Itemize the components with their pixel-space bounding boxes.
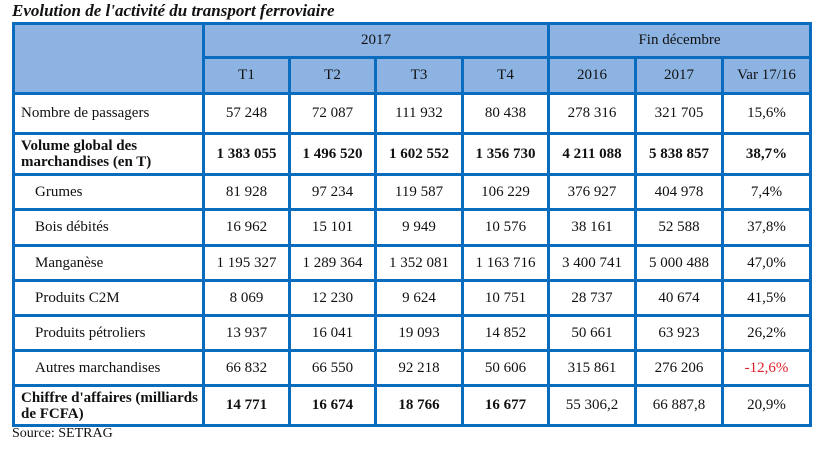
header-var: Var 17/16 [721, 56, 812, 95]
cell-value: 9 624 [374, 279, 464, 317]
cell-value: 16 962 [202, 208, 291, 247]
cell-value: 3 400 741 [547, 244, 637, 282]
row-label: Autres marchandises [12, 349, 205, 387]
cell-value: 97 234 [288, 173, 377, 211]
table-row: Manganèse 1 195 327 1 289 364 1 352 081 1 16… [12, 244, 812, 282]
cell-value: 15 101 [288, 208, 377, 247]
cell-value: 50 606 [461, 349, 550, 387]
table-row: Grumes 81 928 97 234 119 587 106 229 376 927 4… [12, 173, 812, 211]
cell-value: 50 661 [547, 314, 637, 352]
cell-value: 7,4% [721, 173, 812, 211]
cell-value: 72 087 [288, 92, 377, 135]
cell-value: 106 229 [461, 173, 550, 211]
row-label: Chiffre d'affaires (milliards de FCFA) [12, 384, 205, 427]
cell-value: 1 163 716 [461, 244, 550, 282]
cell-value: 1 496 520 [288, 132, 377, 176]
cell-value: 5 838 857 [634, 132, 724, 176]
cell-value: 111 932 [374, 92, 464, 135]
cell-value: 16 677 [461, 384, 550, 427]
row-label: Produits C2M [12, 279, 205, 317]
header-t3: T3 [374, 56, 464, 95]
cell-value: 9 949 [374, 208, 464, 247]
cell-value: 119 587 [374, 173, 464, 211]
cell-value: 66 832 [202, 349, 291, 387]
cell-value: 47,0% [721, 244, 812, 282]
cell-value: 12 230 [288, 279, 377, 317]
cell-value: 26,2% [721, 314, 812, 352]
cell-value: 41,5% [721, 279, 812, 317]
cell-value: 10 576 [461, 208, 550, 247]
table-row: Autres marchandises 66 832 66 550 92 218 50 … [12, 349, 812, 387]
cell-value: 1 195 327 [202, 244, 291, 282]
cell-value: 38,7% [721, 132, 812, 176]
cell-value: 14 852 [461, 314, 550, 352]
cell-value: 52 588 [634, 208, 724, 247]
header-group-fin-decembre: Fin décembre [547, 22, 812, 59]
cell-value: 376 927 [547, 173, 637, 211]
rail-activity-table: 2017 Fin décembre T1 T2 T3 T4 2016 2017 … [12, 22, 812, 427]
row-label: Volume global des marchandises (en T) [12, 132, 205, 176]
cell-value: 15,6% [721, 92, 812, 135]
table-row: Nombre de passagers 57 248 72 087 111 932 80… [12, 92, 812, 135]
cell-value: 28 737 [547, 279, 637, 317]
header-t1: T1 [202, 56, 291, 95]
table-row: Produits C2M 8 069 12 230 9 624 10 751 28 737… [12, 279, 812, 317]
row-label: Nombre de passagers [12, 92, 205, 135]
cell-value: 16 041 [288, 314, 377, 352]
cell-value: 57 248 [202, 92, 291, 135]
table-row: Volume global des marchandises (en T) 1 3… [12, 132, 812, 176]
header-2017: 2017 [634, 56, 724, 95]
cell-value: 92 218 [374, 349, 464, 387]
header-group-2017: 2017 [202, 22, 550, 59]
cell-value: 1 356 730 [461, 132, 550, 176]
cell-value: 4 211 088 [547, 132, 637, 176]
cell-value: 63 923 [634, 314, 724, 352]
cell-value: 321 705 [634, 92, 724, 135]
cell-value: 404 978 [634, 173, 724, 211]
source-note: Source: SETRAG [12, 426, 113, 441]
cell-value: 40 674 [634, 279, 724, 317]
header-t2: T2 [288, 56, 377, 95]
header-corner [12, 22, 205, 95]
cell-value: 14 771 [202, 384, 291, 427]
header-2016: 2016 [547, 56, 637, 95]
cell-value: 55 306,2 [547, 384, 637, 427]
cell-value: 276 206 [634, 349, 724, 387]
cell-value: 81 928 [202, 173, 291, 211]
row-label: Bois débités [12, 208, 205, 247]
table-row: Bois débités 16 962 15 101 9 949 10 576 38 16… [12, 208, 812, 247]
cell-value: 66 887,8 [634, 384, 724, 427]
cell-value: 1 289 364 [288, 244, 377, 282]
cell-value: 10 751 [461, 279, 550, 317]
cell-value: 1 602 552 [374, 132, 464, 176]
table-row: Produits pétroliers 13 937 16 041 19 093 14 … [12, 314, 812, 352]
cell-value: 37,8% [721, 208, 812, 247]
row-label: Manganèse [12, 244, 205, 282]
cell-value: 1 383 055 [202, 132, 291, 176]
row-label: Grumes [12, 173, 205, 211]
table-row: Chiffre d'affaires (milliards de FCFA) 14… [12, 384, 812, 427]
cell-value: 38 161 [547, 208, 637, 247]
cell-value: 80 438 [461, 92, 550, 135]
cell-value: 16 674 [288, 384, 377, 427]
cell-value: 13 937 [202, 314, 291, 352]
table-title: Evolution de l'activité du transport fer… [12, 1, 335, 20]
cell-value: 18 766 [374, 384, 464, 427]
cell-value: 5 000 488 [634, 244, 724, 282]
header-t4: T4 [461, 56, 550, 95]
cell-value: 19 093 [374, 314, 464, 352]
row-label: Produits pétroliers [12, 314, 205, 352]
cell-value: 315 861 [547, 349, 637, 387]
cell-value: 278 316 [547, 92, 637, 135]
cell-value: 20,9% [721, 384, 812, 427]
cell-value: -12,6% [721, 349, 812, 387]
cell-value: 8 069 [202, 279, 291, 317]
cell-value: 66 550 [288, 349, 377, 387]
cell-value: 1 352 081 [374, 244, 464, 282]
